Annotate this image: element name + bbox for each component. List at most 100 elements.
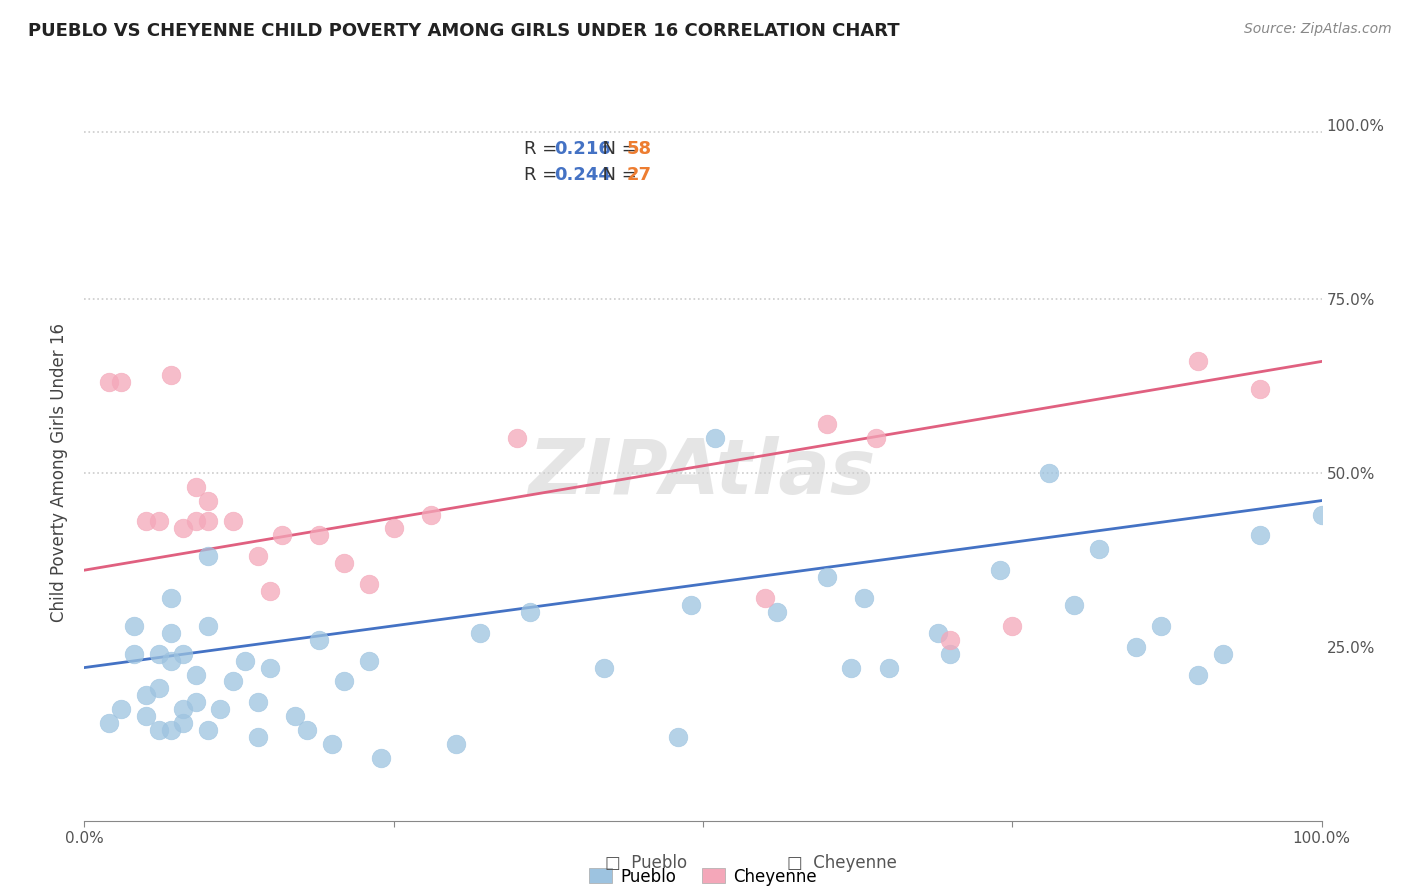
Point xyxy=(815,417,838,431)
Point xyxy=(259,660,281,674)
Point xyxy=(148,723,170,738)
Point xyxy=(172,647,194,661)
Point xyxy=(754,591,776,605)
Point xyxy=(197,549,219,564)
Point xyxy=(988,563,1011,577)
Point xyxy=(184,695,207,709)
Point xyxy=(939,647,962,661)
Point xyxy=(419,508,441,522)
Point xyxy=(197,723,219,738)
Point xyxy=(357,577,380,591)
Point xyxy=(148,515,170,529)
Point xyxy=(110,376,132,390)
Point xyxy=(295,723,318,738)
Text: □  Pueblo: □ Pueblo xyxy=(605,855,686,872)
Point xyxy=(233,654,256,668)
Point xyxy=(308,632,330,647)
Text: PUEBLO VS CHEYENNE CHILD POVERTY AMONG GIRLS UNDER 16 CORRELATION CHART: PUEBLO VS CHEYENNE CHILD POVERTY AMONG G… xyxy=(28,22,900,40)
Point xyxy=(98,376,121,390)
Point xyxy=(939,632,962,647)
Point xyxy=(470,625,492,640)
Point xyxy=(679,598,702,612)
Point xyxy=(766,605,789,619)
Point xyxy=(308,528,330,542)
Point xyxy=(333,674,356,689)
Point xyxy=(135,709,157,723)
Point xyxy=(222,515,245,529)
Point xyxy=(148,681,170,696)
Point xyxy=(357,654,380,668)
Text: 0.244: 0.244 xyxy=(554,166,612,184)
Point xyxy=(865,431,887,445)
Text: 0.216: 0.216 xyxy=(554,140,612,158)
Point xyxy=(160,591,183,605)
Point xyxy=(197,515,219,529)
Point xyxy=(222,674,245,689)
Point xyxy=(1088,542,1111,557)
Point xyxy=(877,660,900,674)
Point xyxy=(321,737,343,751)
Point xyxy=(1249,528,1271,542)
Text: R =: R = xyxy=(523,166,562,184)
Point xyxy=(852,591,875,605)
Point xyxy=(122,647,145,661)
Text: N =: N = xyxy=(591,166,643,184)
Point xyxy=(246,695,269,709)
Point xyxy=(209,702,232,716)
Point xyxy=(160,368,183,383)
Point xyxy=(160,625,183,640)
Text: 27: 27 xyxy=(626,166,651,184)
Point xyxy=(1150,619,1173,633)
Legend: Pueblo, Cheyenne: Pueblo, Cheyenne xyxy=(582,861,824,892)
Point xyxy=(666,730,689,744)
Point xyxy=(148,647,170,661)
Point xyxy=(184,480,207,494)
Point xyxy=(1001,619,1024,633)
Point xyxy=(1187,667,1209,681)
Point xyxy=(1125,640,1147,654)
Point xyxy=(1063,598,1085,612)
Text: ZIPAtlas: ZIPAtlas xyxy=(529,436,877,509)
Point xyxy=(98,716,121,731)
Point xyxy=(135,515,157,529)
Point xyxy=(172,521,194,535)
Point xyxy=(284,709,307,723)
Point xyxy=(172,702,194,716)
Text: Source: ZipAtlas.com: Source: ZipAtlas.com xyxy=(1244,22,1392,37)
Point xyxy=(197,493,219,508)
Point xyxy=(184,667,207,681)
Point xyxy=(197,619,219,633)
Point xyxy=(1310,508,1333,522)
Point xyxy=(1212,647,1234,661)
Point xyxy=(184,515,207,529)
Point xyxy=(382,521,405,535)
Point xyxy=(172,716,194,731)
Point xyxy=(160,723,183,738)
Point xyxy=(1249,382,1271,396)
Y-axis label: Child Poverty Among Girls Under 16: Child Poverty Among Girls Under 16 xyxy=(51,323,69,623)
Point xyxy=(135,689,157,703)
Point xyxy=(246,730,269,744)
Point xyxy=(444,737,467,751)
Point xyxy=(110,702,132,716)
Point xyxy=(333,556,356,570)
Point xyxy=(704,431,727,445)
Point xyxy=(259,584,281,599)
Point xyxy=(841,660,863,674)
Point xyxy=(815,570,838,584)
Point xyxy=(593,660,616,674)
Point xyxy=(927,625,949,640)
Point xyxy=(519,605,541,619)
Point xyxy=(1038,466,1060,480)
Point xyxy=(246,549,269,564)
Text: 58: 58 xyxy=(626,140,651,158)
Point xyxy=(506,431,529,445)
Point xyxy=(271,528,294,542)
Point xyxy=(1187,354,1209,368)
Point xyxy=(160,654,183,668)
Text: □  Cheyenne: □ Cheyenne xyxy=(787,855,897,872)
Text: R =: R = xyxy=(523,140,562,158)
Point xyxy=(370,751,392,765)
Text: N =: N = xyxy=(591,140,643,158)
Point xyxy=(122,619,145,633)
